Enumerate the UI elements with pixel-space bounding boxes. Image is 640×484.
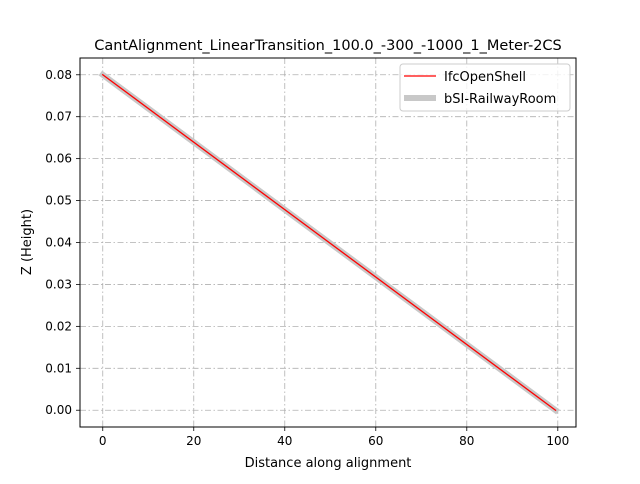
series-line-ifcopenshell: [101, 73, 557, 412]
y-tick-label: 0.07: [45, 110, 72, 124]
x-axis: 0 20 40 60 80 100: [99, 427, 569, 448]
legend-label-ifcopenshell: IfcOpenShell: [444, 70, 526, 85]
y-tick-label: 0.02: [45, 319, 72, 333]
chart-title: CantAlignment_LinearTransition_100.0_-30…: [94, 38, 562, 54]
x-tick-label: 0: [99, 434, 107, 448]
y-tick-label: 0.01: [45, 361, 72, 375]
x-tick-label: 80: [459, 434, 474, 448]
x-tick-label: 40: [277, 434, 292, 448]
legend-frame: [399, 63, 571, 112]
y-tick-label: 0.03: [45, 277, 72, 291]
series-layer: [98, 70, 560, 415]
y-tick-label: 0.05: [45, 194, 72, 208]
y-axis: 0.00 0.01 0.02 0.03 0.04 0.05 0.06 0.07 0.08: [45, 68, 80, 417]
legend: IfcOpenShell bSI-RailwayRoom: [399, 63, 571, 112]
y-tick-label: 0.06: [45, 152, 72, 166]
y-tick-label: 0.08: [45, 68, 72, 82]
legend-label-bsi-railwayroom: bSI-RailwayRoom: [444, 92, 556, 107]
x-axis-label: Distance along alignment: [245, 456, 412, 471]
y-axis-label: Z (Height): [20, 209, 35, 275]
x-tick-label: 20: [186, 434, 201, 448]
x-tick-label: 60: [368, 434, 383, 448]
y-tick-label: 0.04: [45, 236, 72, 250]
x-tick-label: 100: [546, 434, 569, 448]
y-tick-label: 0.00: [45, 403, 72, 417]
